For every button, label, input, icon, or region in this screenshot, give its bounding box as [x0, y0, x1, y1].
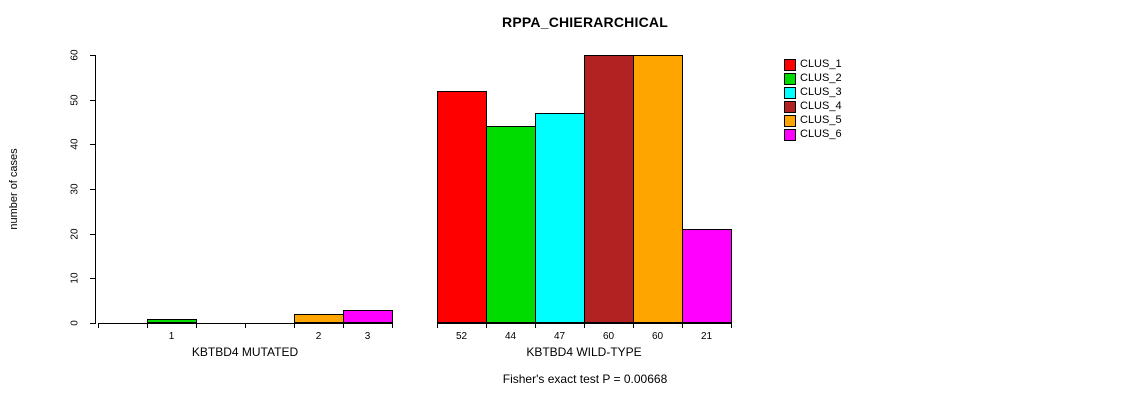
- legend-label: CLUS_6: [800, 128, 842, 140]
- bar-value-label: 60: [602, 331, 615, 342]
- fisher-test-annotation: Fisher's exact test P = 0.00668: [502, 372, 668, 386]
- y-tick-label: 10: [69, 272, 81, 284]
- x-axis-tick: [294, 324, 295, 328]
- x-axis-tick: [147, 324, 148, 328]
- legend-swatch-clus_1: [784, 58, 796, 71]
- y-axis-label: number of cases: [8, 148, 20, 230]
- legend-swatch-clus_2: [784, 72, 796, 85]
- legend-label: CLUS_1: [800, 58, 842, 70]
- legend-label: CLUS_5: [800, 114, 842, 126]
- bar-clus_6: [343, 310, 393, 323]
- legend-swatch-clus_4: [784, 100, 796, 113]
- group-label-wildtype: KBTBD4 WILD-TYPE: [526, 345, 642, 359]
- legend-swatch-clus_6: [784, 128, 796, 141]
- x-axis-tick: [682, 324, 683, 328]
- group-label-mutated: KBTBD4 MUTATED: [191, 345, 299, 359]
- legend-label: CLUS_4: [800, 100, 842, 112]
- bar-clus_2: [147, 319, 197, 323]
- chart-title: RPPA_CHIERARCHICAL: [502, 14, 668, 30]
- y-axis-tick: [90, 323, 95, 324]
- legend-item-clus_5: CLUS_5: [784, 114, 842, 127]
- x-axis-line: [437, 323, 732, 324]
- bar-clus_5: [633, 55, 683, 323]
- bar-value-label: 21: [700, 331, 713, 342]
- y-tick-label: 0: [69, 320, 81, 326]
- bar-value-label: 52: [455, 331, 468, 342]
- y-tick-label: 20: [69, 228, 81, 240]
- y-axis-tick: [90, 144, 95, 145]
- x-axis-tick: [98, 324, 99, 328]
- bar-clus_1: [437, 91, 487, 323]
- x-axis-tick: [343, 324, 344, 328]
- y-axis-tick: [90, 234, 95, 235]
- y-tick-label: 60: [69, 49, 81, 61]
- x-axis-tick: [196, 324, 197, 328]
- y-axis-tick: [90, 189, 95, 190]
- x-axis-tick: [245, 324, 246, 328]
- x-axis-tick: [392, 324, 393, 328]
- legend-item-clus_3: CLUS_3: [784, 86, 842, 99]
- y-axis-tick: [90, 278, 95, 279]
- y-tick-label: 50: [69, 94, 81, 106]
- y-tick-label: 30: [69, 183, 81, 195]
- x-axis-tick: [633, 324, 634, 328]
- x-axis-tick: [584, 324, 585, 328]
- legend-item-clus_1: CLUS_1: [784, 58, 842, 71]
- bar-value-label: 60: [651, 331, 664, 342]
- legend-label: CLUS_3: [800, 86, 842, 98]
- x-axis-tick: [731, 324, 732, 328]
- legend-swatch-clus_5: [784, 114, 796, 127]
- legend-item-clus_6: CLUS_6: [784, 128, 842, 141]
- bar-value-label: 2: [315, 331, 322, 342]
- bar-clus_3: [535, 113, 585, 323]
- bar-value-label: 3: [364, 331, 371, 342]
- y-tick-label: 40: [69, 138, 81, 150]
- legend-item-clus_2: CLUS_2: [784, 72, 842, 85]
- y-axis-tick: [90, 100, 95, 101]
- bar-clus_6: [682, 229, 732, 323]
- bar-clus_2: [486, 126, 536, 323]
- legend-label: CLUS_2: [800, 72, 842, 84]
- y-axis-line: [95, 55, 96, 324]
- y-axis-tick: [90, 55, 95, 56]
- bar-value-label: 44: [504, 331, 517, 342]
- bar-clus_5: [294, 314, 344, 323]
- legend: CLUS_1 CLUS_2 CLUS_3 CLUS_4 CLUS_5 CLUS_6: [784, 58, 842, 142]
- x-axis-line: [98, 323, 393, 324]
- bar-value-label: 47: [553, 331, 566, 342]
- x-axis-tick: [437, 324, 438, 328]
- legend-item-clus_4: CLUS_4: [784, 100, 842, 113]
- bar-clus_4: [584, 55, 634, 323]
- x-axis-tick: [535, 324, 536, 328]
- x-axis-tick: [486, 324, 487, 328]
- legend-swatch-clus_3: [784, 86, 796, 99]
- bar-value-label: 1: [168, 331, 175, 342]
